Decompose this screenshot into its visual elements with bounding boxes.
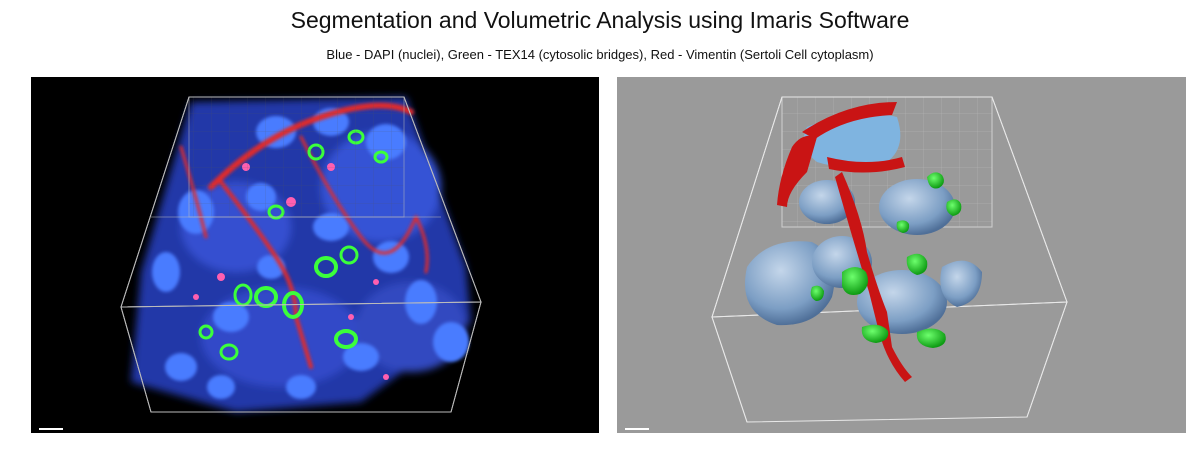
fluorescence-volume-panel [31, 77, 599, 433]
tex14-surfaces [810, 172, 962, 348]
fluorescence-volume-render [39, 96, 482, 430]
vimentin-surface [777, 102, 912, 382]
legend-caption: Blue - DAPI (nuclei), Green - TEX14 (cyt… [326, 47, 874, 62]
segmentation-panel [617, 77, 1186, 433]
page-title: Segmentation and Volumetric Analysis usi… [290, 7, 910, 33]
nuclei-surfaces [745, 113, 982, 334]
segmentation-render [625, 96, 1068, 430]
bounding-box [120, 96, 482, 413]
